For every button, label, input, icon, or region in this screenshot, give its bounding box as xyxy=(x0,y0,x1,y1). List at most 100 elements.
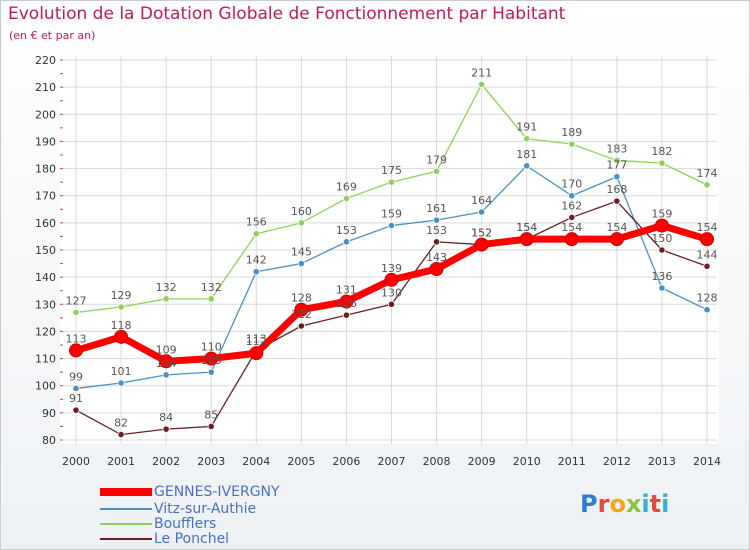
point-boufflers-2011 xyxy=(568,140,576,148)
data-label-boufflers-2012: 183 xyxy=(606,142,627,155)
point-vitz-sur-authie-2013 xyxy=(658,284,666,292)
data-label-vitz-sur-authie-2000: 99 xyxy=(69,370,83,383)
x-tick-label-2006: 2006 xyxy=(332,455,360,468)
point-gennes-ivergny-2005 xyxy=(294,302,309,317)
data-label-gennes-ivergny-2000: 113 xyxy=(66,332,87,345)
data-label-gennes-ivergny-2010: 154 xyxy=(516,221,537,234)
legend-swatch-boufflers xyxy=(100,523,152,525)
data-label-boufflers-2004: 156 xyxy=(246,216,267,229)
proxiti-logo: Proxiti xyxy=(580,490,670,518)
legend-label-vitz-sur-authie: Vitz-sur-Authie xyxy=(154,501,257,517)
data-label-le-ponchel-2003: 85 xyxy=(204,408,218,421)
x-tick-label-2011: 2011 xyxy=(558,455,586,468)
x-tick-label-2002: 2002 xyxy=(152,455,180,468)
point-gennes-ivergny-2007 xyxy=(384,272,399,287)
point-gennes-ivergny-2000 xyxy=(69,343,83,358)
data-label-boufflers-2001: 129 xyxy=(111,289,132,302)
data-label-le-ponchel-2004: 113 xyxy=(246,332,267,345)
legend-swatch-le-ponchel xyxy=(100,538,152,540)
point-boufflers-2010 xyxy=(523,135,531,143)
point-le-ponchel-2000 xyxy=(72,406,80,414)
legend-label-boufflers: Boufflers xyxy=(154,516,217,532)
point-gennes-ivergny-2001 xyxy=(114,329,129,344)
data-label-boufflers-2014: 174 xyxy=(697,167,718,180)
point-boufflers-2002 xyxy=(162,295,170,303)
y-tick-label-190: 190 xyxy=(35,135,56,148)
data-label-le-ponchel-2011: 162 xyxy=(561,199,582,212)
point-vitz-sur-authie-2006 xyxy=(342,238,351,246)
y-tick-label-220: 220 xyxy=(35,54,56,67)
data-label-boufflers-2002: 132 xyxy=(156,281,177,294)
point-le-ponchel-2002 xyxy=(162,425,170,433)
point-vitz-sur-authie-2004 xyxy=(252,268,260,276)
point-gennes-ivergny-2014 xyxy=(700,232,714,247)
data-label-vitz-sur-authie-2010: 181 xyxy=(516,148,537,161)
data-label-vitz-sur-authie-2001: 101 xyxy=(111,365,132,378)
point-boufflers-2005 xyxy=(297,219,305,227)
x-tick-label-2010: 2010 xyxy=(513,455,541,468)
point-le-ponchel-2007 xyxy=(387,300,396,308)
point-boufflers-2007 xyxy=(387,178,396,186)
y-tick-label-120: 120 xyxy=(35,325,56,338)
point-boufflers-2001 xyxy=(117,303,125,311)
point-vitz-sur-authie-2001 xyxy=(117,379,125,387)
y-tick-label-150: 150 xyxy=(35,244,56,257)
point-vitz-sur-authie-2010 xyxy=(523,162,531,170)
y-tick-label-180: 180 xyxy=(35,163,56,176)
data-label-le-ponchel-2013: 150 xyxy=(651,232,672,245)
data-label-le-ponchel-2001: 82 xyxy=(114,417,128,430)
data-label-vitz-sur-authie-2012: 177 xyxy=(606,159,627,172)
y-tick-label-80: 80 xyxy=(42,434,56,447)
point-le-ponchel-2003 xyxy=(207,422,215,431)
data-label-gennes-ivergny-2001: 118 xyxy=(111,319,132,332)
data-label-gennes-ivergny-2005: 128 xyxy=(291,292,312,305)
point-vitz-sur-authie-2007 xyxy=(387,221,396,230)
x-tick-label-2012: 2012 xyxy=(603,455,631,468)
x-tick-label-2007: 2007 xyxy=(378,455,406,468)
data-label-gennes-ivergny-2003: 110 xyxy=(201,341,222,354)
data-label-boufflers-2008: 179 xyxy=(426,153,447,166)
data-label-gennes-ivergny-2014: 154 xyxy=(697,221,718,234)
point-gennes-ivergny-2002 xyxy=(159,354,174,369)
legend-label-gennes-ivergny: GENNES-IVERGNY xyxy=(154,484,280,500)
data-label-boufflers-2007: 175 xyxy=(381,164,402,177)
data-label-le-ponchel-2009: 152 xyxy=(471,227,492,240)
point-vitz-sur-authie-2012 xyxy=(613,173,621,181)
point-le-ponchel-2013 xyxy=(658,246,666,254)
data-label-gennes-ivergny-2002: 109 xyxy=(156,343,177,356)
point-le-ponchel-2014 xyxy=(703,262,711,270)
data-label-vitz-sur-authie-2005: 145 xyxy=(291,246,312,259)
y-tick-label-200: 200 xyxy=(35,108,56,121)
data-label-gennes-ivergny-2012: 154 xyxy=(606,221,627,234)
point-boufflers-2008 xyxy=(432,167,441,175)
y-tick-label-210: 210 xyxy=(35,81,56,94)
point-le-ponchel-2008 xyxy=(432,238,441,246)
x-tick-label-2001: 2001 xyxy=(107,455,135,468)
data-label-boufflers-2011: 189 xyxy=(561,126,582,139)
data-label-vitz-sur-authie-2004: 142 xyxy=(246,254,267,267)
data-label-le-ponchel-2010: 154 xyxy=(516,221,537,234)
point-le-ponchel-2012 xyxy=(613,197,621,205)
point-vitz-sur-authie-2009 xyxy=(478,208,486,216)
line-chart: 8090100110120130140150160170180190200210… xyxy=(35,54,721,468)
point-vitz-sur-authie-2000 xyxy=(72,384,80,393)
point-gennes-ivergny-2006 xyxy=(339,294,354,309)
point-boufflers-2012 xyxy=(613,156,621,165)
y-tick-label-130: 130 xyxy=(35,298,56,311)
data-label-vitz-sur-authie-2002: 104 xyxy=(156,357,177,370)
x-tick-label-2009: 2009 xyxy=(468,455,496,468)
data-label-gennes-ivergny-2004: 112 xyxy=(246,335,267,348)
y-tick-label-170: 170 xyxy=(35,190,56,203)
data-label-vitz-sur-authie-2006: 153 xyxy=(336,224,357,237)
legend-swatch-gennes-ivergny xyxy=(100,488,152,496)
data-label-vitz-sur-authie-2013: 136 xyxy=(651,270,672,283)
data-label-vitz-sur-authie-2007: 159 xyxy=(381,208,402,221)
data-label-vitz-sur-authie-2003: 105 xyxy=(201,354,222,367)
legend-item-gennes-ivergny: GENNES-IVERGNY xyxy=(100,484,280,500)
point-le-ponchel-2005 xyxy=(297,322,305,330)
y-tick-label-100: 100 xyxy=(35,380,56,393)
point-boufflers-2009 xyxy=(478,80,486,89)
point-boufflers-2006 xyxy=(342,194,351,203)
point-boufflers-2013 xyxy=(658,159,666,167)
data-label-gennes-ivergny-2011: 154 xyxy=(561,221,582,234)
